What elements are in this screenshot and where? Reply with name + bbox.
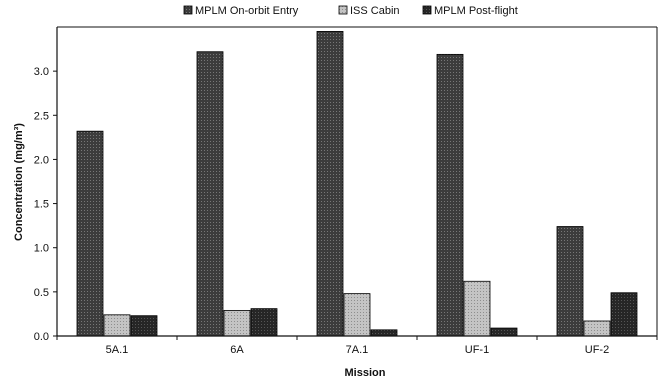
bar-mplm-post-flight-uf-2 [610, 292, 638, 337]
bar-mplm-post-flight-7a-1 [370, 329, 398, 337]
legend-swatch [183, 5, 193, 15]
bar-mplm-on-orbit-entry-5a-1 [76, 130, 104, 337]
bar-iss-cabin-uf-2 [583, 320, 611, 337]
x-axis: 5A.1 6A 7A.1 UF-1 UF-2 [56, 336, 658, 356]
x-tick-label: 6A [230, 344, 244, 356]
legend-swatch [338, 5, 348, 15]
y-axis: 0.0 0.5 1.0 1.5 2.0 2.5 3.0 [34, 66, 57, 343]
y-axis-title: Concentration (mg/m³) [13, 123, 25, 241]
y-tick-label: 0.0 [34, 331, 49, 343]
y-tick-label: 1.0 [34, 243, 49, 255]
x-tick-label: UF-1 [465, 344, 489, 356]
legend-swatch [422, 5, 432, 15]
legend-label: ISS Cabin [350, 5, 400, 17]
legend: MPLM On-orbit Entry ISS Cabin MPLM Post-fl… [183, 5, 518, 17]
legend-label: MPLM Post-flight [434, 5, 518, 17]
bar-mplm-on-orbit-entry-6a [196, 51, 224, 337]
bar-iss-cabin-uf-1 [463, 280, 491, 337]
x-tick-label: 5A.1 [106, 344, 129, 356]
y-tick-label: 1.5 [34, 199, 49, 211]
bar-iss-cabin-5a-1 [103, 314, 131, 337]
legend-label: MPLM On-orbit Entry [195, 5, 299, 17]
y-tick-label: 3.0 [34, 66, 49, 78]
bar-mplm-post-flight-uf-1 [490, 327, 518, 337]
bar-mplm-on-orbit-entry-uf-2 [556, 226, 584, 337]
y-tick-label: 0.5 [34, 287, 49, 299]
x-axis-title: Mission [345, 367, 386, 379]
bar-iss-cabin-6a [223, 309, 251, 337]
plot-frame [56, 26, 658, 337]
bar-mplm-post-flight-6a [250, 308, 278, 337]
y-tick-label: 2.5 [34, 110, 49, 122]
y-tick-label: 2.0 [34, 154, 49, 166]
x-tick-label: UF-2 [585, 344, 609, 356]
bar-mplm-on-orbit-entry-uf-1 [436, 53, 464, 337]
bar-mplm-post-flight-5a-1 [130, 315, 158, 337]
bar-iss-cabin-7a-1 [343, 293, 371, 337]
bars [76, 31, 638, 337]
x-tick-label: 7A.1 [346, 344, 369, 356]
bar-mplm-on-orbit-entry-7a-1 [316, 31, 344, 337]
